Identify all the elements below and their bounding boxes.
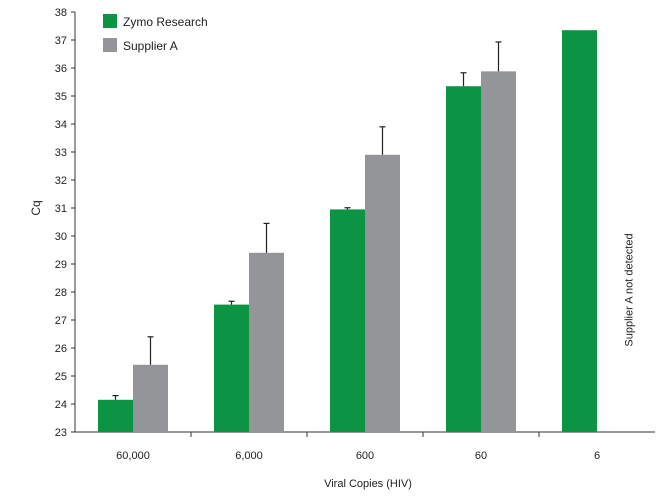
y-axis-label: Cq	[29, 200, 43, 215]
y-tick-label: 27	[55, 315, 67, 327]
y-tick-label: 38	[55, 7, 67, 19]
y-tick-label: 35	[55, 91, 67, 103]
x-tick-label: 600	[356, 450, 374, 462]
y-axis: 23 24 25 26 27 28 29 30 31 32 33 34 35 36 37 38	[55, 7, 76, 439]
legend-label: Zymo Research	[123, 15, 208, 29]
x-tick-label: 6	[594, 450, 600, 462]
y-tick-label: 24	[55, 399, 67, 411]
x-tick-label: 60	[475, 450, 487, 462]
y-tick-label: 30	[55, 231, 67, 243]
y-tick-label: 31	[55, 203, 67, 215]
x-tick-label: 60,000	[116, 450, 150, 462]
y-tick-label: 25	[55, 371, 67, 383]
annotations: Supplier A not detected	[624, 233, 636, 346]
bar-zymo-research	[562, 30, 597, 432]
bar-supplier-a	[133, 364, 168, 432]
legend-label: Supplier A	[123, 39, 178, 53]
x-axis: 60,000 6,000 600 60 6	[75, 431, 655, 462]
bar-zymo-research	[330, 209, 365, 432]
legend: Zymo Research Supplier A	[103, 14, 208, 53]
bars	[98, 30, 597, 433]
x-tick-label: 6,000	[235, 450, 263, 462]
y-tick-label: 29	[55, 259, 67, 271]
bar-zymo-research	[98, 399, 133, 432]
x-axis-label: Viral Copies (HIV)	[324, 478, 412, 490]
y-tick-label: 37	[55, 35, 67, 47]
y-tick-label: 36	[55, 63, 67, 75]
y-tick-label: 26	[55, 343, 67, 355]
bar-zymo-research	[446, 86, 481, 432]
error-bars	[112, 41, 502, 400]
y-tick-label: 28	[55, 287, 67, 299]
y-tick-label: 34	[55, 119, 67, 131]
y-tick-label: 23	[55, 427, 67, 439]
bar-supplier-a	[365, 154, 400, 433]
annotation-text: Supplier A not detected	[624, 233, 636, 346]
y-tick-label: 33	[55, 147, 67, 159]
legend-swatch	[103, 14, 117, 28]
y-tick-label: 32	[55, 175, 67, 187]
bar-supplier-a	[481, 71, 516, 433]
bar-zymo-research	[214, 304, 249, 432]
bar-supplier-a	[249, 252, 284, 432]
legend-swatch	[103, 38, 117, 52]
